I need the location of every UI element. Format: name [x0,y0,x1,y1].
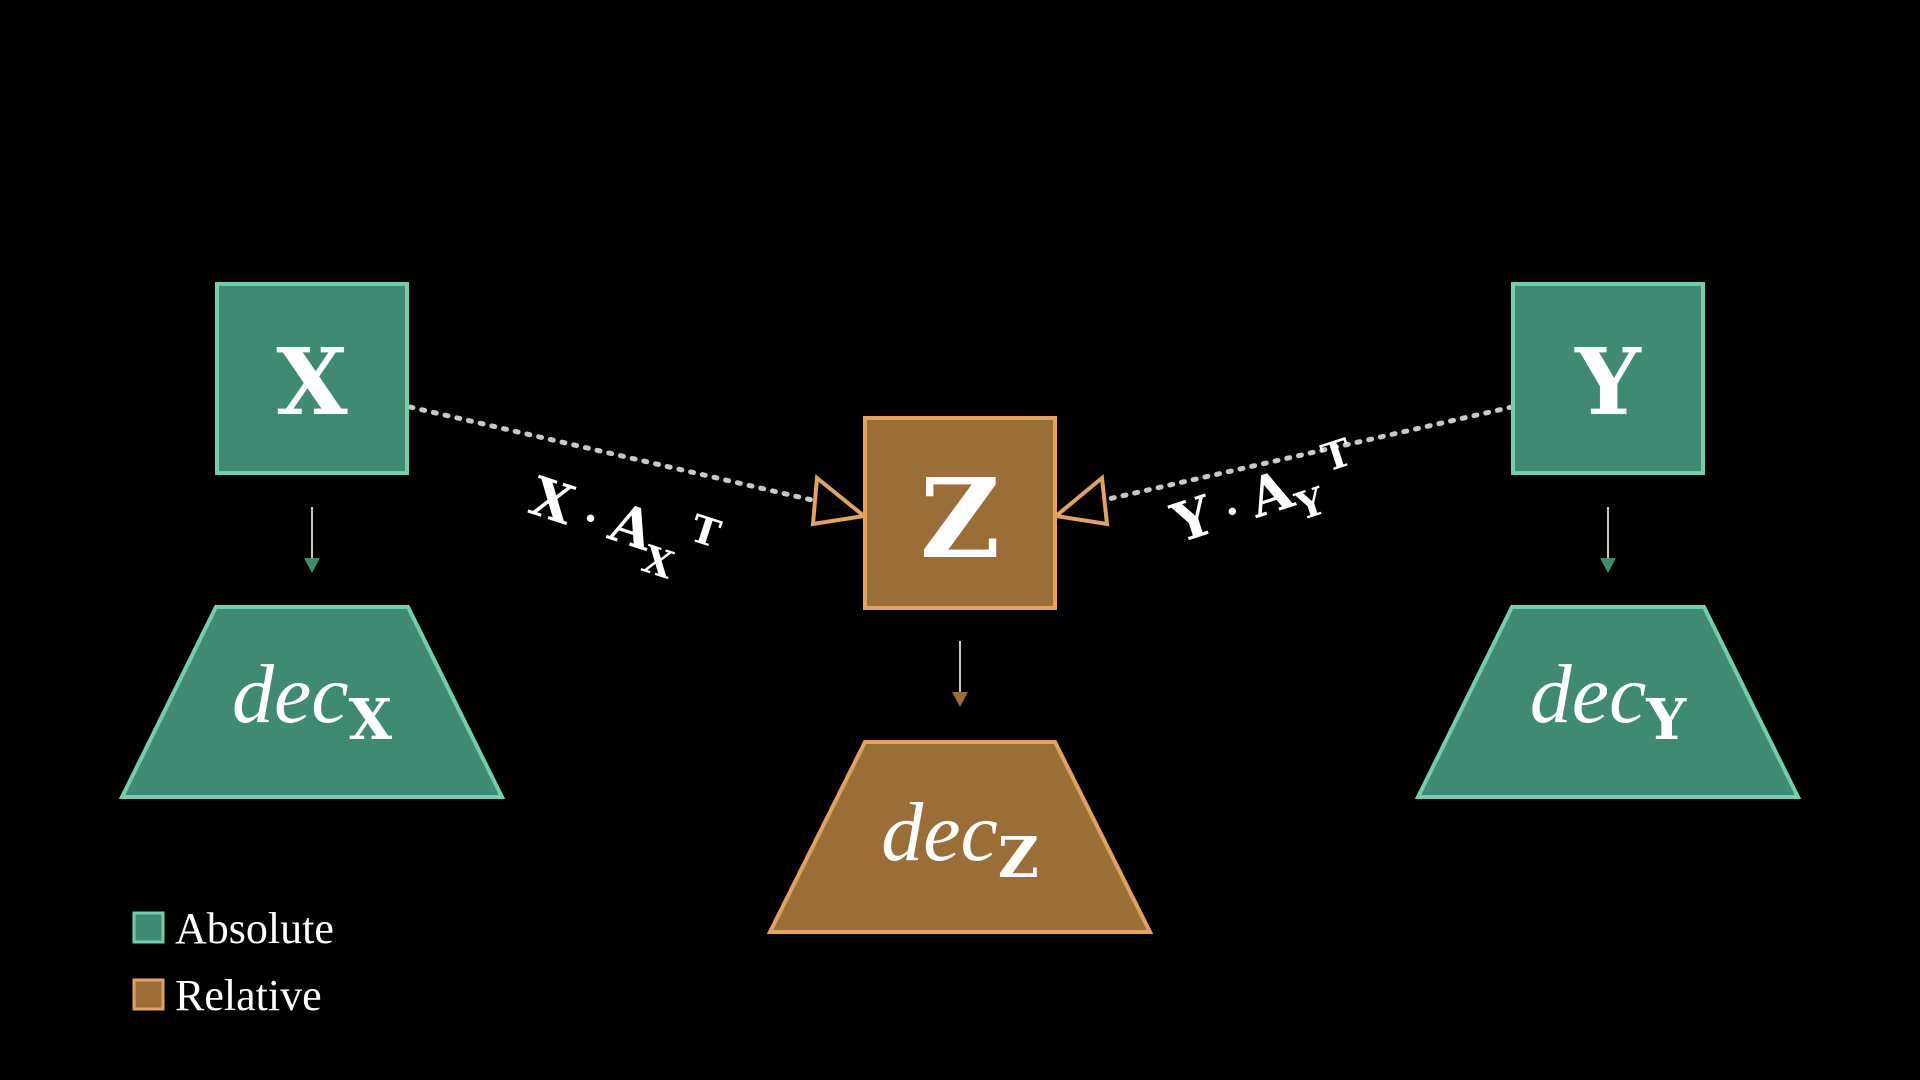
legend: Absolute Relative [132,904,334,1020]
arrow-x-to-decoder [304,507,320,573]
legend-item-relative: Relative [132,971,322,1020]
edge-y-to-z-arrowhead-icon [1051,474,1110,527]
decoder-z-shape [766,740,1154,934]
legend-label-absolute: Absolute [175,904,334,953]
decoder-y: decY [1414,605,1802,799]
node-x-label: X [276,328,348,436]
decoder-z: decZ [766,740,1154,934]
edge-y-to-z-connector [1101,404,1515,503]
decoder-z-label: decZ [881,786,1038,891]
node-z-box [863,416,1057,610]
node-x-box [215,282,409,475]
node-y-label: Y [1574,328,1642,436]
legend-label-relative: Relative [175,971,322,1020]
arrow-down-icon [952,692,968,707]
legend-swatch-relative [132,978,165,1011]
node-y: Y [1511,282,1705,475]
arrow-y-to-decoder [1600,507,1616,573]
arrow-down-icon [304,558,320,573]
arrow-down-icon [1600,558,1616,573]
legend-swatch-absolute [132,911,165,944]
decoder-y-shape [1414,605,1802,799]
node-y-box [1511,282,1705,475]
node-z-label: Z [920,454,1000,583]
edge-x-to-z-connector [407,404,815,503]
edge-x-to-z-arrowhead-icon [810,474,869,527]
decoder-y-label: decY [1530,648,1688,753]
decoder-x-label: decX [232,648,393,753]
legend-item-absolute: Absolute [132,904,334,953]
node-z: Z [863,416,1057,610]
decoder-x-shape [118,605,506,799]
decoder-x: decX [118,605,506,799]
node-x: X [215,282,409,475]
arrow-z-to-decoder [952,641,968,707]
